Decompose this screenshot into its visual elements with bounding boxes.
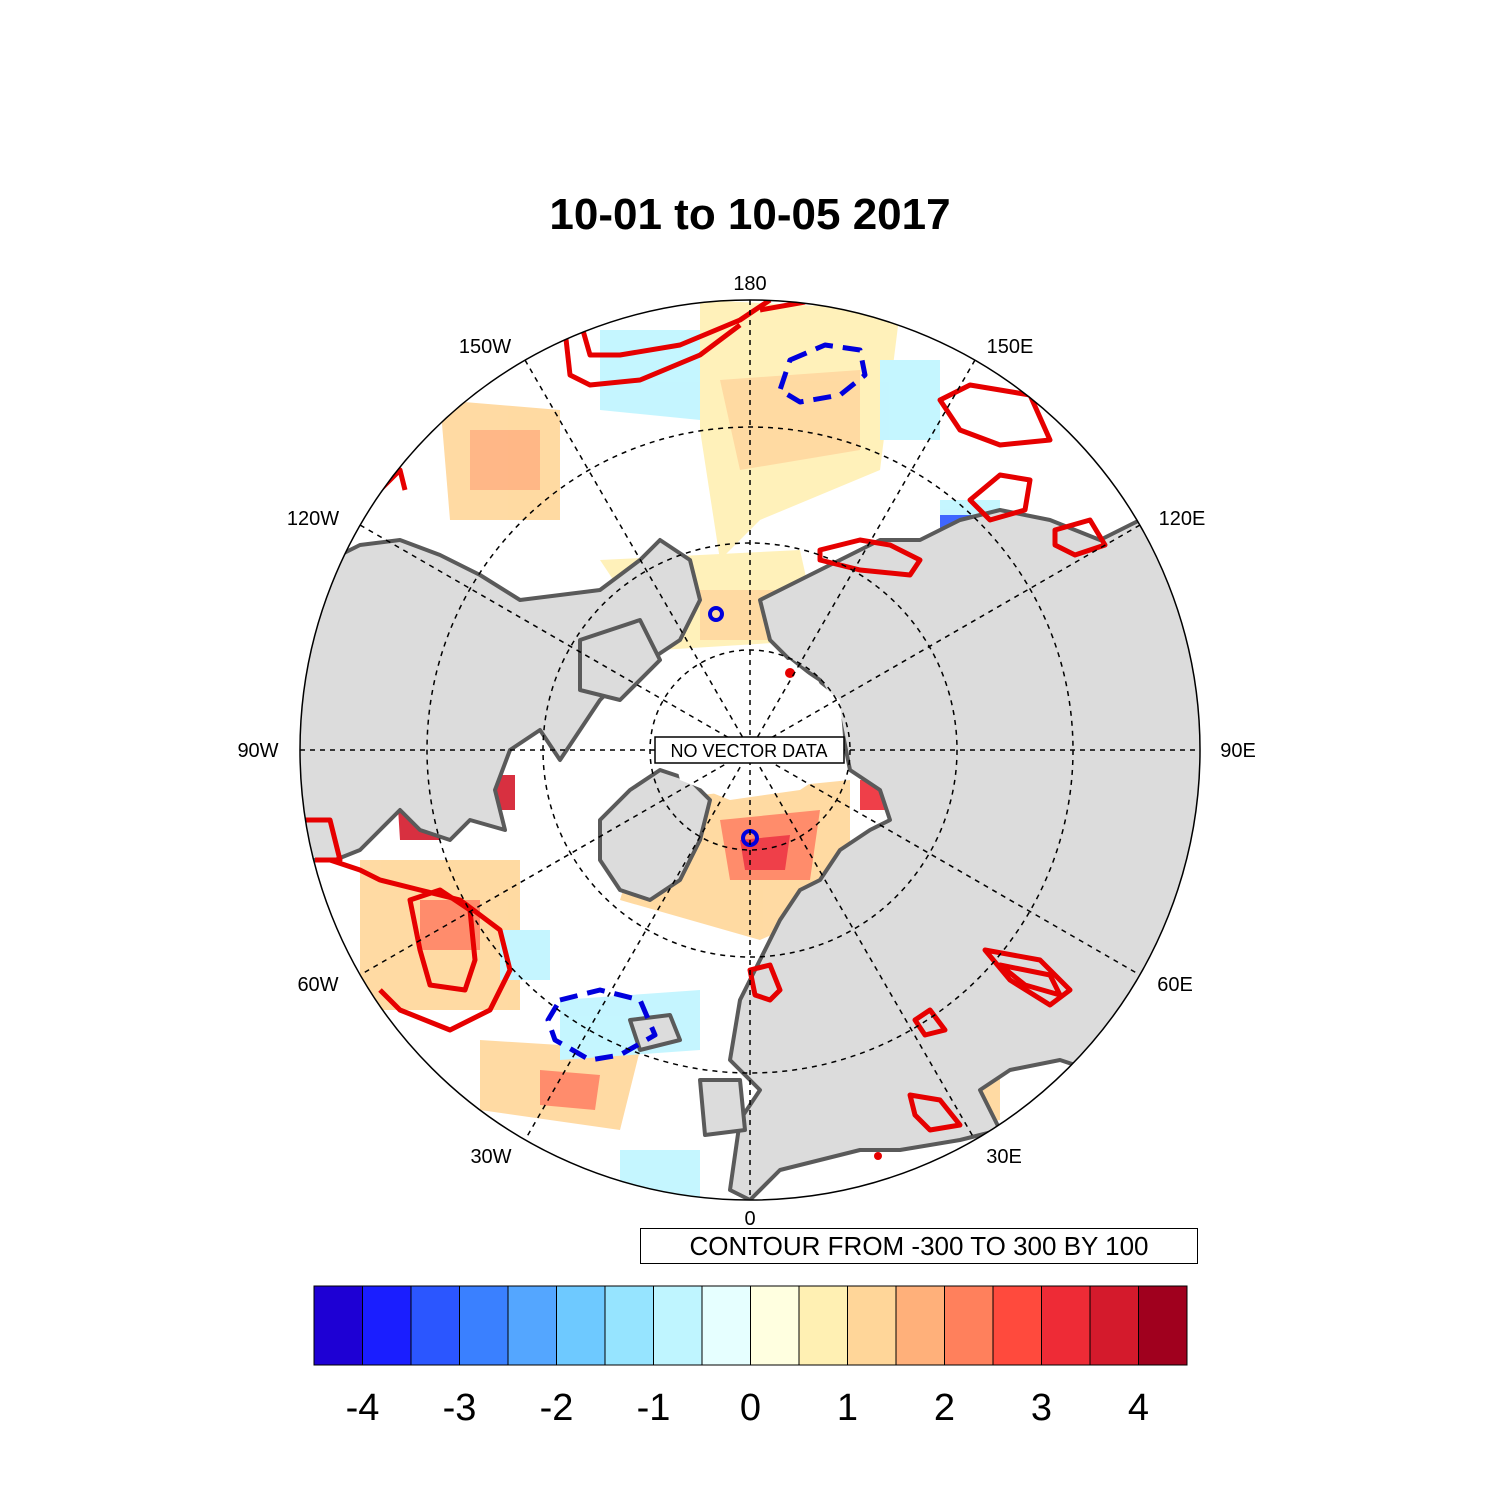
colorbar-swatch <box>556 1285 606 1366</box>
colorbar-swatch <box>798 1285 848 1366</box>
colorbar-tick-label: -2 <box>540 1387 574 1429</box>
shading-patch <box>540 1070 600 1110</box>
contour-line <box>777 342 868 405</box>
colorbar-swatches <box>313 1285 1188 1366</box>
map-boundary <box>299 299 1201 1201</box>
colorbar-tick-label: 0 <box>740 1387 761 1429</box>
contour-line <box>817 537 923 578</box>
colorbar-swatch <box>410 1285 460 1366</box>
shading-patch <box>720 370 860 470</box>
land <box>300 508 1200 1200</box>
land-eurasia <box>728 508 1200 1200</box>
shading-patch <box>470 430 540 490</box>
colorbar-swatch <box>459 1285 509 1366</box>
colorbar-tick-label: -3 <box>443 1387 477 1429</box>
contour-line <box>329 857 513 1033</box>
colorbar-swatch <box>1041 1285 1091 1366</box>
colorbar-swatch <box>847 1285 897 1366</box>
lon-label-120w: 120W <box>287 508 339 530</box>
contour-line <box>747 962 783 1003</box>
colorbar-swatch <box>750 1285 800 1366</box>
land-arctic-islands <box>578 618 662 702</box>
lon-label-30w: 30W <box>470 1146 511 1168</box>
land-uk <box>698 1078 747 1137</box>
contour-line <box>577 300 772 358</box>
lon-label-60w: 60W <box>297 974 338 996</box>
lon-label-180: 180 <box>733 273 766 295</box>
contour-line <box>305 817 343 863</box>
lon-label-90e: 90E <box>1220 740 1256 762</box>
contour-line <box>759 300 806 313</box>
colorbar-swatch <box>362 1285 412 1366</box>
lon-label-60e: 60E <box>1157 974 1193 996</box>
colorbar-tick-label: -4 <box>346 1387 380 1429</box>
colorbar-swatch <box>313 1285 363 1366</box>
negative-contours <box>545 342 868 1063</box>
colorbar-swatch <box>895 1285 945 1366</box>
colorbar-swatch <box>653 1285 703 1366</box>
colorbar-tick-label: 1 <box>837 1387 858 1429</box>
arctic-ocean <box>660 660 845 800</box>
center-note-box <box>654 736 845 764</box>
colorbar-swatch <box>992 1285 1042 1366</box>
colorbar-labels: -4 -3 -2 -1 0 1 2 3 4 <box>346 1387 1149 1429</box>
land-north-america <box>300 538 702 862</box>
positive-contour-dot <box>785 668 795 678</box>
colorbar-swatch <box>604 1285 654 1366</box>
lon-label-150e: 150E <box>987 336 1034 358</box>
lon-label-0: 0 <box>744 1208 755 1230</box>
colorbar-tick-label: 4 <box>1128 1387 1149 1429</box>
shading-patch <box>500 930 550 980</box>
contour-line <box>907 1092 963 1133</box>
lon-label-120e: 120E <box>1159 508 1206 530</box>
colorbar-swatch <box>1089 1285 1139 1366</box>
contour-line <box>562 323 742 388</box>
land-greenland <box>598 768 712 902</box>
lon-label-30e: 30E <box>986 1146 1022 1168</box>
colorbar: -4 -3 -2 -1 0 1 2 3 4 <box>313 1285 1188 1429</box>
contour-info-box: CONTOUR FROM -300 TO 300 BY 100 <box>640 1228 1198 1264</box>
map-title: 10-01 to 10-05 2017 <box>549 190 951 239</box>
contour-line <box>997 962 1063 998</box>
contour-line <box>407 887 478 993</box>
center-note: NO VECTOR DATA <box>670 741 827 761</box>
contour-line <box>937 382 1053 448</box>
contour-line <box>1052 517 1108 558</box>
positive-contours <box>305 300 1108 1133</box>
contour-line <box>967 472 1033 523</box>
colorbar-swatch <box>507 1285 557 1366</box>
contour-line <box>912 1007 948 1038</box>
lon-label-90w: 90W <box>237 740 278 762</box>
colorbar-tick-label: -1 <box>637 1387 671 1429</box>
shading-patch <box>880 360 940 440</box>
colorbar-tick-label: 3 <box>1031 1387 1052 1429</box>
positive-contour-dot <box>874 1152 882 1160</box>
shading-patch <box>420 900 480 950</box>
colorbar-tick-label: 2 <box>934 1387 955 1429</box>
colorbar-swatch <box>944 1285 994 1366</box>
colorbar-swatch <box>1138 1285 1188 1366</box>
shading-patch <box>740 835 790 870</box>
lon-label-150w: 150W <box>459 336 511 358</box>
colorbar-swatch <box>701 1285 751 1366</box>
negative-contour-dot <box>708 606 724 622</box>
shading-patch <box>620 1150 700 1200</box>
